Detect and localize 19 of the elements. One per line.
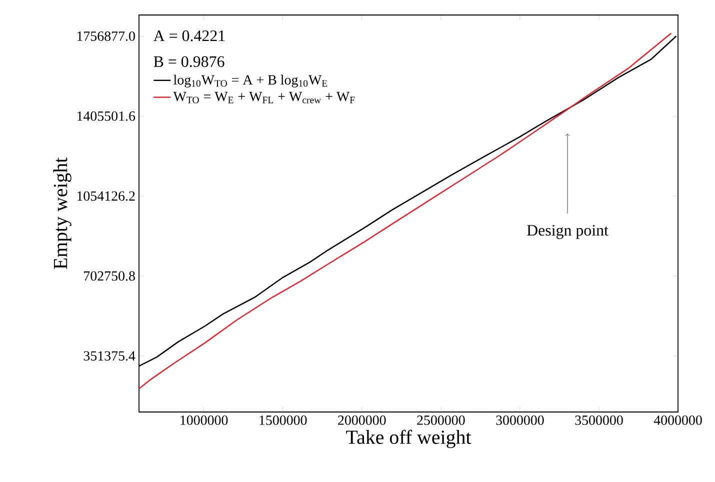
legend-label: log$_{10}$W$_{TO}$ = A + B log$_{10}$W$_{E}$ <box>174 74 328 88</box>
y-tick-label: 1756877.0 <box>77 31 135 41</box>
x-tick-label: 4000000 <box>654 416 702 425</box>
y-tick-label: 702750.8 <box>84 271 135 281</box>
y-tick-label: 1405501.6 <box>77 111 136 121</box>
annotation: Design point <box>527 224 608 239</box>
x-tick-label: 1000000 <box>180 416 228 425</box>
x-tick-label: 1500000 <box>260 416 307 425</box>
y-tick-label: 1054126.2 <box>77 191 135 201</box>
annotation: A = 0.4221 <box>153 30 225 42</box>
annotation: B = 0.9876 <box>154 56 224 68</box>
x-tick-label: 3500000 <box>575 416 623 425</box>
y-tick-label: 351375.4 <box>84 351 136 361</box>
x-tick-label: 3000000 <box>496 416 544 425</box>
text: W$_{TO}$ = W$_{E}$ + W$_{FL}$ + W$_{crew}$ + W$_{F}$ <box>173 92 355 104</box>
x-tick-label: 2500000 <box>417 416 465 425</box>
y-axis-title: Empty weight <box>53 157 72 270</box>
x-tick-label: 2000000 <box>338 416 386 425</box>
x-axis-title: Take off weight <box>346 430 472 448</box>
